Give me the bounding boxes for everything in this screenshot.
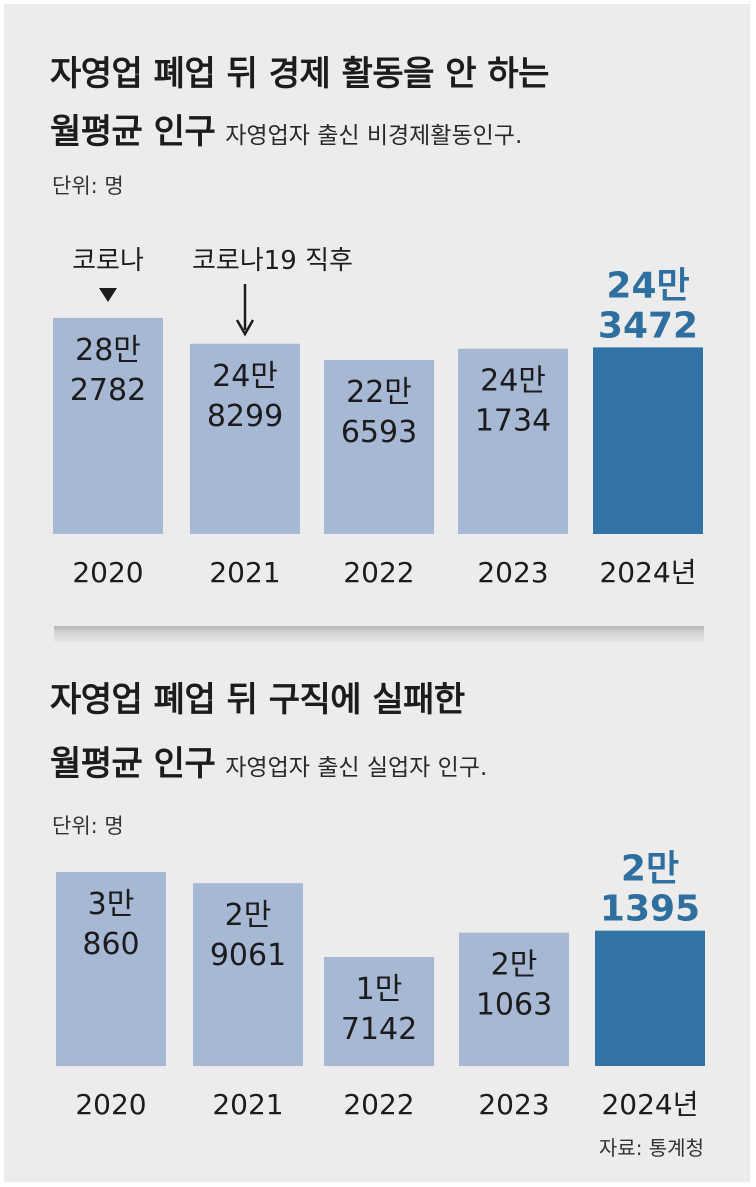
- bar-2023: [458, 348, 568, 534]
- data-label-line2: 7142: [341, 1012, 417, 1047]
- data-label-line1: 24만: [606, 265, 689, 306]
- bar-2022: [324, 957, 434, 1066]
- category-label: 2021: [209, 556, 280, 589]
- chart1-title-line2: 월평균 인구 자영업자 출신 비경제활동인구.: [50, 104, 522, 153]
- source-note: 자료: 통계청: [598, 1136, 704, 1160]
- category-label: 2024년: [601, 1088, 698, 1121]
- chart2-title-main: 월평균 인구: [50, 744, 216, 784]
- chart1-title-main: 월평균 인구: [50, 112, 216, 152]
- chart1-subtitle: 자영업자 출신 비경제활동인구.: [225, 123, 523, 149]
- category-label: 2022: [343, 1088, 414, 1121]
- bar-2020: [53, 318, 163, 534]
- chart2-title-line2: 월평균 인구 자영업자 출신 실업자 인구.: [50, 736, 487, 785]
- bar-2020: [56, 872, 166, 1066]
- data-label-line2: 6593: [341, 415, 417, 450]
- bar-2024년: [593, 347, 703, 534]
- category-label: 2024년: [599, 556, 696, 589]
- data-label-line2: 2782: [70, 373, 146, 408]
- data-label-line1: 2만: [225, 898, 272, 933]
- annotation-label: 코로나19 직후: [192, 246, 353, 276]
- down-triangle-icon: [99, 288, 117, 302]
- chart2-bar-chart: 3만 860 2020 2만 9061 2021 1만 7142 2022 2만 1063 2023 2…: [56, 849, 705, 1121]
- data-label-line1: 24만: [212, 359, 278, 394]
- category-label: 2023: [478, 1088, 549, 1121]
- arrow-down-icon: [235, 319, 255, 337]
- infographic: 자영업 폐업 뒤 경제 활동을 안 하는 월평균 인구 자영업자 출신 비경제활동…: [4, 4, 750, 1182]
- data-label-line1: 2만: [621, 849, 679, 890]
- bar-2024년: [595, 930, 705, 1066]
- section-divider: [54, 626, 704, 642]
- data-label-line1: 1만: [356, 972, 403, 1007]
- category-label: 2020: [72, 556, 143, 589]
- data-label-line1: 28만: [75, 333, 141, 368]
- annotation-label: 코로나: [72, 246, 144, 276]
- data-label-line1: 2만: [491, 948, 538, 983]
- bar-2023: [459, 932, 569, 1066]
- data-label-line2: 860: [82, 927, 139, 962]
- data-label-line2: 1734: [475, 404, 551, 439]
- bar-2022: [324, 360, 434, 534]
- bar-2021: [190, 343, 300, 534]
- chart1-title-line1: 자영업 폐업 뒤 경제 활동을 안 하는: [50, 54, 549, 94]
- chart1-bar-chart: 28만 2782 2020 24만 8299 2021 22만 6593 2022 24만 1734…: [53, 246, 703, 589]
- bar-2021: [193, 883, 303, 1066]
- data-label-line2: 1063: [476, 988, 552, 1023]
- chart2-unit: 단위: 명: [52, 814, 124, 838]
- category-label: 2022: [343, 556, 414, 589]
- data-label-line1: 24만: [480, 364, 546, 399]
- data-label-line2: 1395: [600, 889, 700, 930]
- data-label-line1: 3만: [88, 887, 135, 922]
- data-label-line2: 3472: [598, 305, 698, 346]
- data-label-line2: 8299: [207, 399, 283, 434]
- chart2-title-line1: 자영업 폐업 뒤 구직에 실패한: [50, 680, 465, 720]
- data-label-line2: 9061: [210, 938, 286, 973]
- chart1-unit: 단위: 명: [52, 174, 124, 198]
- category-label: 2023: [477, 556, 548, 589]
- category-label: 2020: [75, 1088, 146, 1121]
- chart2-subtitle: 자영업자 출신 실업자 인구.: [225, 755, 488, 781]
- category-label: 2021: [212, 1088, 283, 1121]
- data-label-line1: 22만: [346, 375, 412, 410]
